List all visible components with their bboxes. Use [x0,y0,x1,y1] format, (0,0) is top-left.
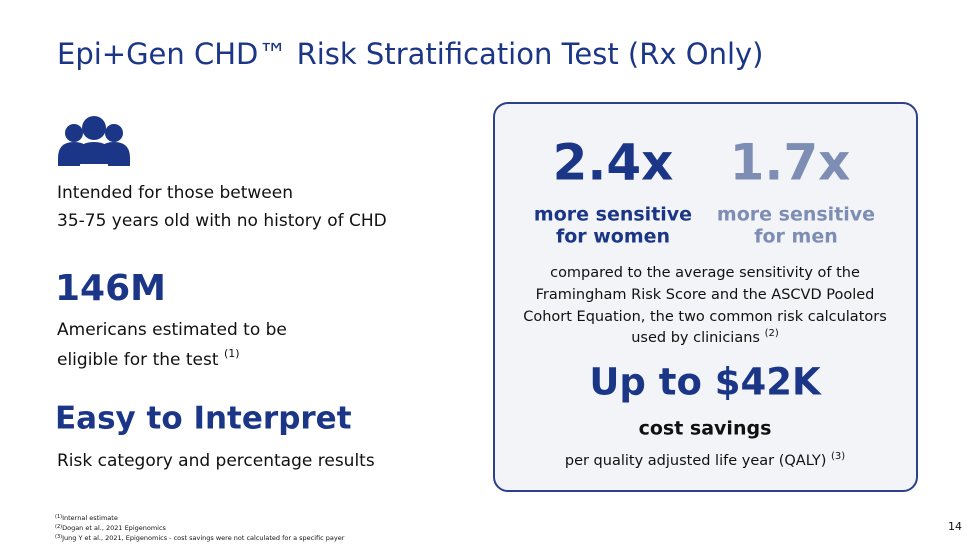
women-label: for women [556,226,670,248]
women-value: 2.4x [553,134,674,192]
heading: Easy to Interpret [55,401,352,437]
women-label: more sensitive [534,204,692,226]
comparison-line: used by clinicians [631,330,760,346]
comparison-line-wrap: used by clinicians (2) [631,328,779,346]
comparison-line: Framingham Risk Score and the ASCVD Pool… [536,287,875,303]
footnote-ref: (3) [55,534,62,540]
footnote: (1)Internal estimate [55,514,118,523]
stat-text-line: eligible for the test (1) [57,347,240,370]
footnote-ref: (2) [765,328,779,339]
savings-note-line: per quality adjusted life year (QALY) (3… [565,451,845,469]
heading-text: Risk category and percentage results [57,451,375,471]
people-icon [58,116,130,166]
savings-note: per quality adjusted life year (QALY) [565,453,827,469]
savings-label: cost savings [639,418,772,440]
footnote-ref: (2) [55,524,62,530]
footnote-ref: (3) [831,451,845,462]
comparison-line: compared to the average sensitivity of t… [550,265,860,281]
footnote-text: Internal estimate [62,514,118,522]
audience-line: Intended for those between [57,183,293,203]
footnote-text: Dogan et al., 2021 Epigenomics [62,524,166,532]
footnote: (3)Jung Y et al., 2021, Epigenomics - co… [55,534,345,543]
men-value: 1.7x [730,134,851,192]
slide-title: Epi+Gen CHD™ Risk Stratification Test (R… [57,37,764,71]
stat: 146M [55,268,166,309]
audience-line: 35-75 years old with no history of CHD [57,211,387,231]
stat-text: Americans estimated to be [57,320,287,340]
men-label: more sensitive [717,204,875,226]
savings: Up to $42K [589,361,822,404]
stat-text: eligible for the test [57,350,219,370]
footnote-ref: (1) [55,514,62,520]
footnote-text: Jung Y et al., 2021, Epigenomics - cost … [61,534,345,542]
footnote: (2)Dogan et al., 2021 Epigenomics [55,524,167,533]
footnote-ref: (1) [224,347,240,360]
comparison-line: Cohort Equation, the two common risk cal… [523,309,887,325]
men-label: for men [754,226,838,248]
panel [493,102,918,492]
page-number: 14 [948,520,962,533]
